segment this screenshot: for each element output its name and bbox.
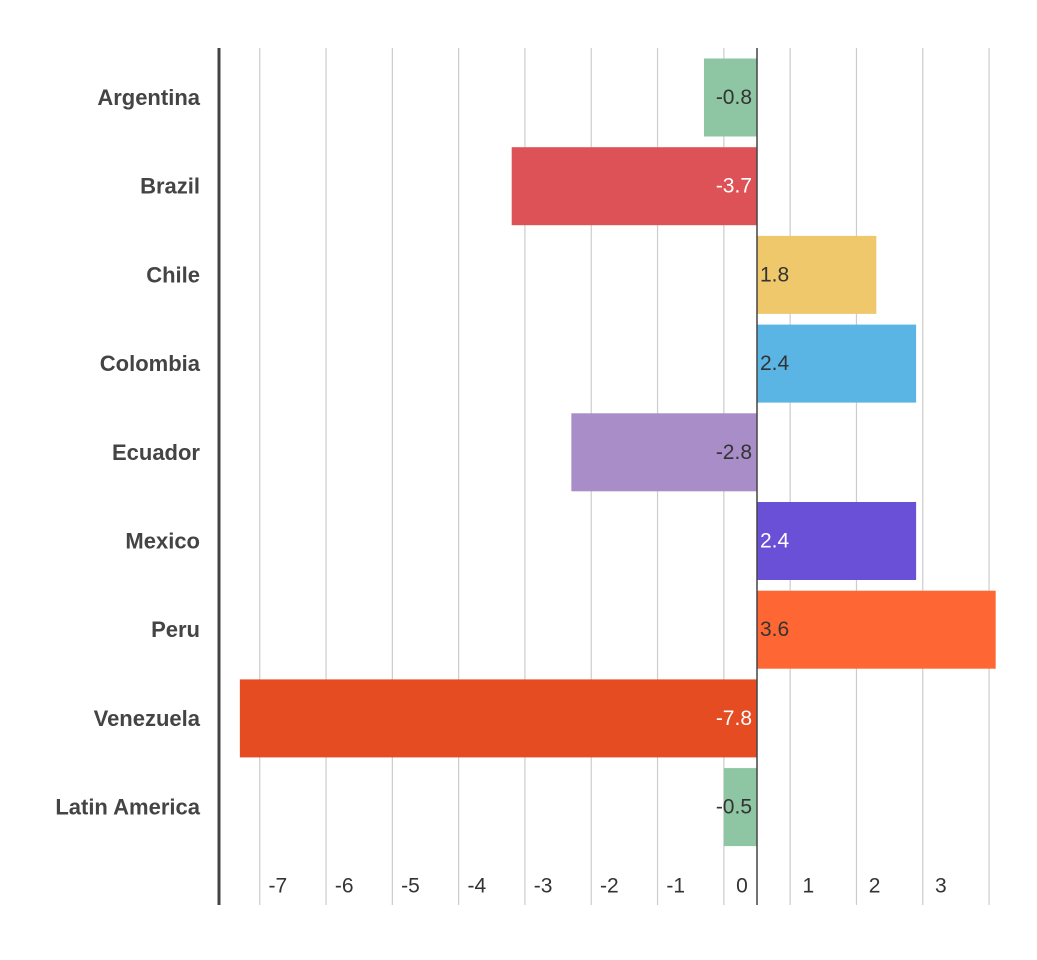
x-tick-label: 1 [802,875,814,898]
x-tick-label: 0 [736,875,748,898]
bar-ecuador [571,413,757,492]
data-label-peru: 3.6 [760,618,789,641]
data-label-latin-america: -0.5 [716,796,752,819]
data-label-brazil: -3.7 [716,175,752,198]
category-label-chile: Chile [146,262,200,287]
bar-mexico [757,502,917,580]
data-label-argentina: -0.8 [716,86,752,109]
bars [239,58,996,847]
data-labels: -0.8 -3.7 1.8 2.4 -2.8 2.4 3.6 -7.8 -0.5 [716,86,790,819]
bar-argentina [703,58,757,137]
category-label-venezuela: Venezuela [94,706,201,731]
x-tick-label: 3 [935,875,947,898]
bar-latin-america [723,768,757,847]
category-label-brazil: Brazil [140,174,200,199]
category-label-colombia: Colombia [100,351,201,376]
bar-peru [757,590,996,669]
x-tick-label: -7 [269,875,288,898]
bar-chile [757,235,877,314]
x-tick-label: -1 [666,875,685,898]
x-tick-label: 2 [869,875,881,898]
x-tick-label: -4 [467,875,486,898]
bar-colombia [757,324,917,403]
category-label-ecuador: Ecuador [112,440,200,465]
data-label-colombia: 2.4 [760,352,790,375]
x-tick-label: -3 [534,875,553,898]
data-label-ecuador: -2.8 [716,441,752,464]
data-label-mexico: 2.4 [760,530,790,553]
x-tick-label: -6 [335,875,354,898]
data-label-chile: 1.8 [760,263,789,286]
x-tick-labels: -7 -6 -5 -4 -3 -2 -1 0 1 2 3 [269,875,947,898]
x-tick-label: -2 [600,875,619,898]
category-label-latin-america: Latin America [55,795,200,820]
data-label-venezuela: -7.8 [716,707,752,730]
x-tick-label: -5 [401,875,420,898]
category-label-argentina: Argentina [97,85,200,110]
category-labels: Argentina Brazil Chile Colombia Ecuador Mexic… [55,85,200,820]
category-label-mexico: Mexico [125,529,200,554]
category-label-peru: Peru [151,617,200,642]
bar-brazil [511,147,757,226]
bar-venezuela [239,679,758,758]
